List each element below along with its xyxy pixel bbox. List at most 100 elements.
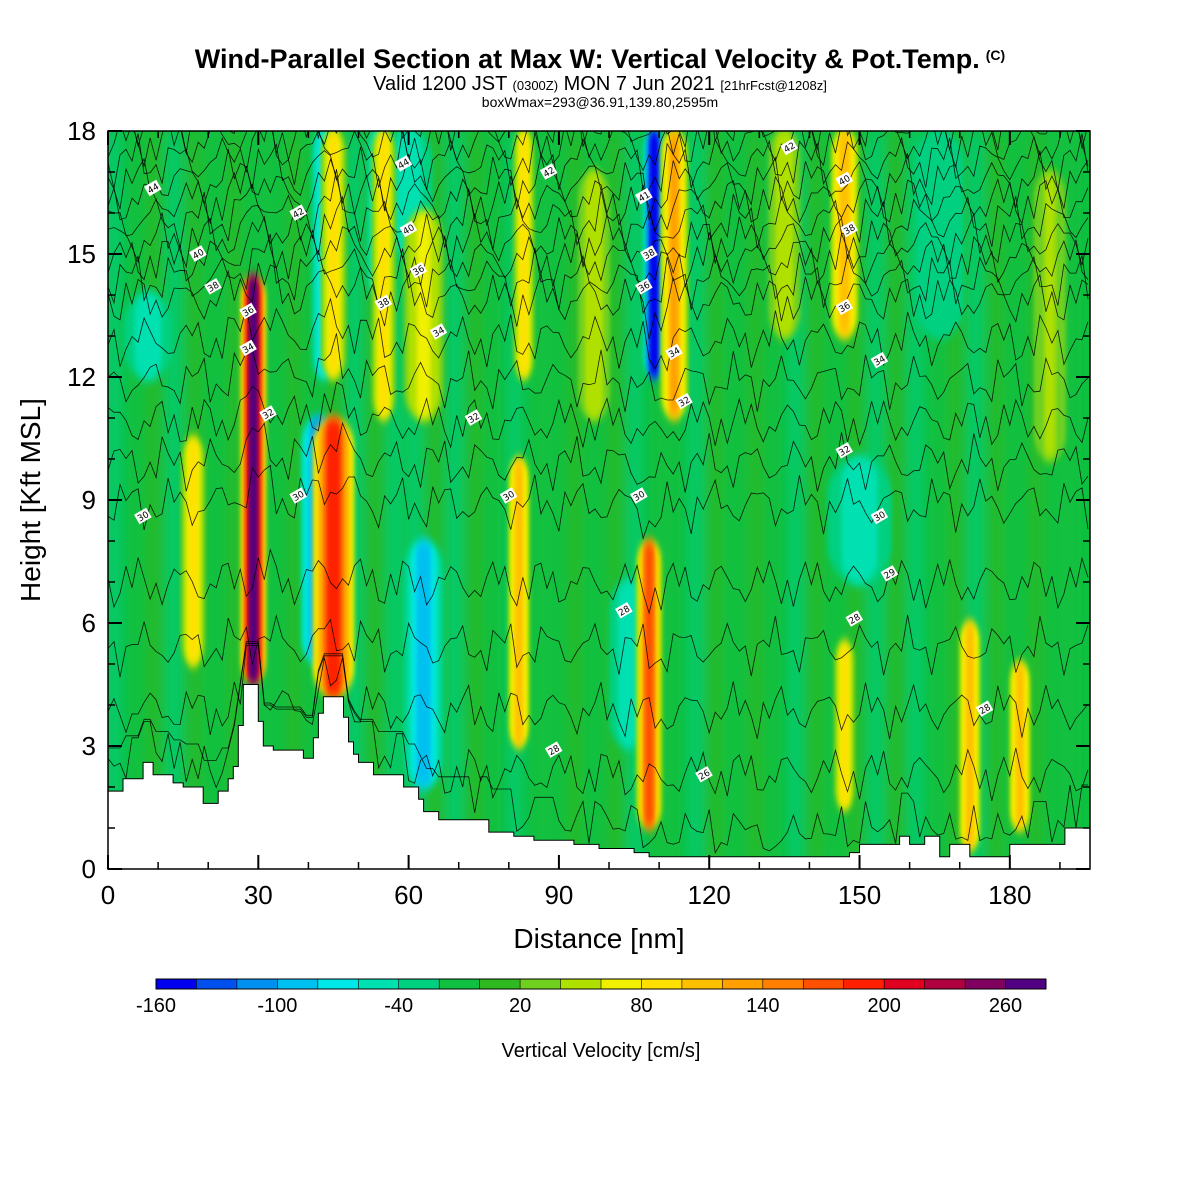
colorbar-tick-label: 260 <box>989 995 1022 1017</box>
box-info: boxWmax=293@36.91,139.80,2595m <box>481 94 719 110</box>
contour-label-bg <box>845 610 864 627</box>
contour-label-text: 42 <box>782 141 797 155</box>
updraft-1 <box>240 276 267 683</box>
colorbar-swatch <box>439 979 481 989</box>
contour-label-bg <box>289 204 307 221</box>
contour-labels: 3044403836343230423844403634323042282830… <box>134 138 994 783</box>
field-band <box>1069 131 1082 869</box>
colorbar-tick-label: 80 <box>630 995 652 1017</box>
contour-label-bg <box>499 487 518 504</box>
terrain <box>108 684 1090 869</box>
theta-contour-38 <box>108 215 1089 288</box>
contour-label-bg <box>635 187 653 205</box>
updraft-15 <box>768 131 801 336</box>
contour-label-bg <box>134 507 152 525</box>
contour-label-text: 32 <box>467 412 482 426</box>
field-band <box>208 131 221 869</box>
colorbar-swatch <box>196 979 238 989</box>
colorbar-tick-label: 20 <box>509 995 531 1017</box>
theta-contour-43 <box>108 131 1089 193</box>
field-band <box>709 131 722 869</box>
theta-contour-41 <box>108 157 1089 233</box>
theta-contour-30 <box>108 548 1089 615</box>
theta-contour-26 <box>108 641 1088 855</box>
theta-contour-39 <box>108 195 1089 270</box>
colorbar-swatch <box>843 979 885 989</box>
colorbar-label: Vertical Velocity [cm/s] <box>502 1040 701 1062</box>
terrain-profile <box>108 684 1090 869</box>
contour-label-bg <box>780 138 798 156</box>
contour-label-bg <box>289 487 307 504</box>
updraft-layer <box>329 131 338 377</box>
contour-label-bg <box>870 351 889 369</box>
colorbar-swatch <box>560 979 602 989</box>
theta-contour-28 <box>108 645 1089 740</box>
y-tick-label: 0 <box>82 854 96 884</box>
updraft-layer <box>778 131 790 336</box>
contour-label-bg <box>189 245 207 262</box>
updraft-13 <box>403 213 444 418</box>
x-tick-label: 150 <box>838 880 881 910</box>
contour-label-bg <box>615 602 633 619</box>
theta-contour-45 <box>134 131 1087 154</box>
field-band <box>488 131 501 869</box>
axes: 0 30 60 90 120 150 180 0 3 6 9 12 15 18 <box>67 116 1090 910</box>
colorbar-swatch <box>520 979 562 989</box>
colorbar-swatch <box>317 979 359 989</box>
colorbar-swatch <box>479 979 521 989</box>
colorbar-swatch <box>722 979 764 989</box>
field-band <box>609 131 622 869</box>
y-tick-label: 3 <box>82 731 96 761</box>
contour-label-text: 42 <box>542 166 557 180</box>
field-band <box>228 131 241 869</box>
updraft-16 <box>1033 173 1066 458</box>
updraft-layer <box>1044 173 1056 458</box>
contour-label-bg <box>204 278 222 295</box>
updraft-7 <box>636 542 662 827</box>
y-tick-label: 9 <box>82 485 96 515</box>
colorbar-swatch <box>601 979 642 989</box>
contour-label-bg <box>544 741 563 758</box>
field-band <box>689 131 702 869</box>
colorbar-swatch <box>236 979 278 989</box>
updraft-4 <box>371 132 396 417</box>
contour-label-bg <box>144 179 162 197</box>
x-axis-label: Distance [nm] <box>513 923 684 954</box>
contour-label-bg <box>429 323 448 340</box>
downdraft-9 <box>915 131 964 336</box>
downdraft-layer <box>931 131 948 336</box>
colorbar-swatch <box>924 979 966 989</box>
downdraft-layer <box>139 295 157 377</box>
contour-label-text: 32 <box>261 408 276 422</box>
colorbar-tick-label: 200 <box>868 995 901 1017</box>
updraft-layer <box>326 419 341 696</box>
updraft-8 <box>660 132 688 417</box>
x-tick-label: 120 <box>688 880 731 910</box>
contour-label-bg <box>835 298 854 316</box>
contour-label-bg <box>630 487 648 504</box>
contour-label-bg <box>870 507 889 525</box>
y-tick-label: 12 <box>67 362 96 392</box>
updraft-layer <box>515 460 523 745</box>
updraft-layer <box>644 542 654 827</box>
contour-label-text: 32 <box>838 444 853 458</box>
colorbar-swatch <box>965 979 1007 989</box>
theta-contour-34 <box>108 333 1089 412</box>
x-tick-label: 30 <box>244 880 273 910</box>
theta-contour-29 <box>108 614 1089 678</box>
x-tick-label: 90 <box>544 880 573 910</box>
colorbar-swatch <box>156 979 197 989</box>
field-band <box>749 131 762 869</box>
field-band <box>468 131 481 869</box>
colorbar-swatch <box>681 979 723 989</box>
y-tick-label: 15 <box>67 239 96 269</box>
contour-label-bg <box>399 220 418 238</box>
theta-contour-27 <box>108 643 1089 801</box>
contour-label-bg <box>239 339 257 357</box>
y-tick-label: 6 <box>82 608 96 638</box>
x-tick-label: 180 <box>988 880 1031 910</box>
field-band <box>989 131 1002 869</box>
downdraft-layer <box>622 582 636 746</box>
field-band <box>548 131 561 869</box>
